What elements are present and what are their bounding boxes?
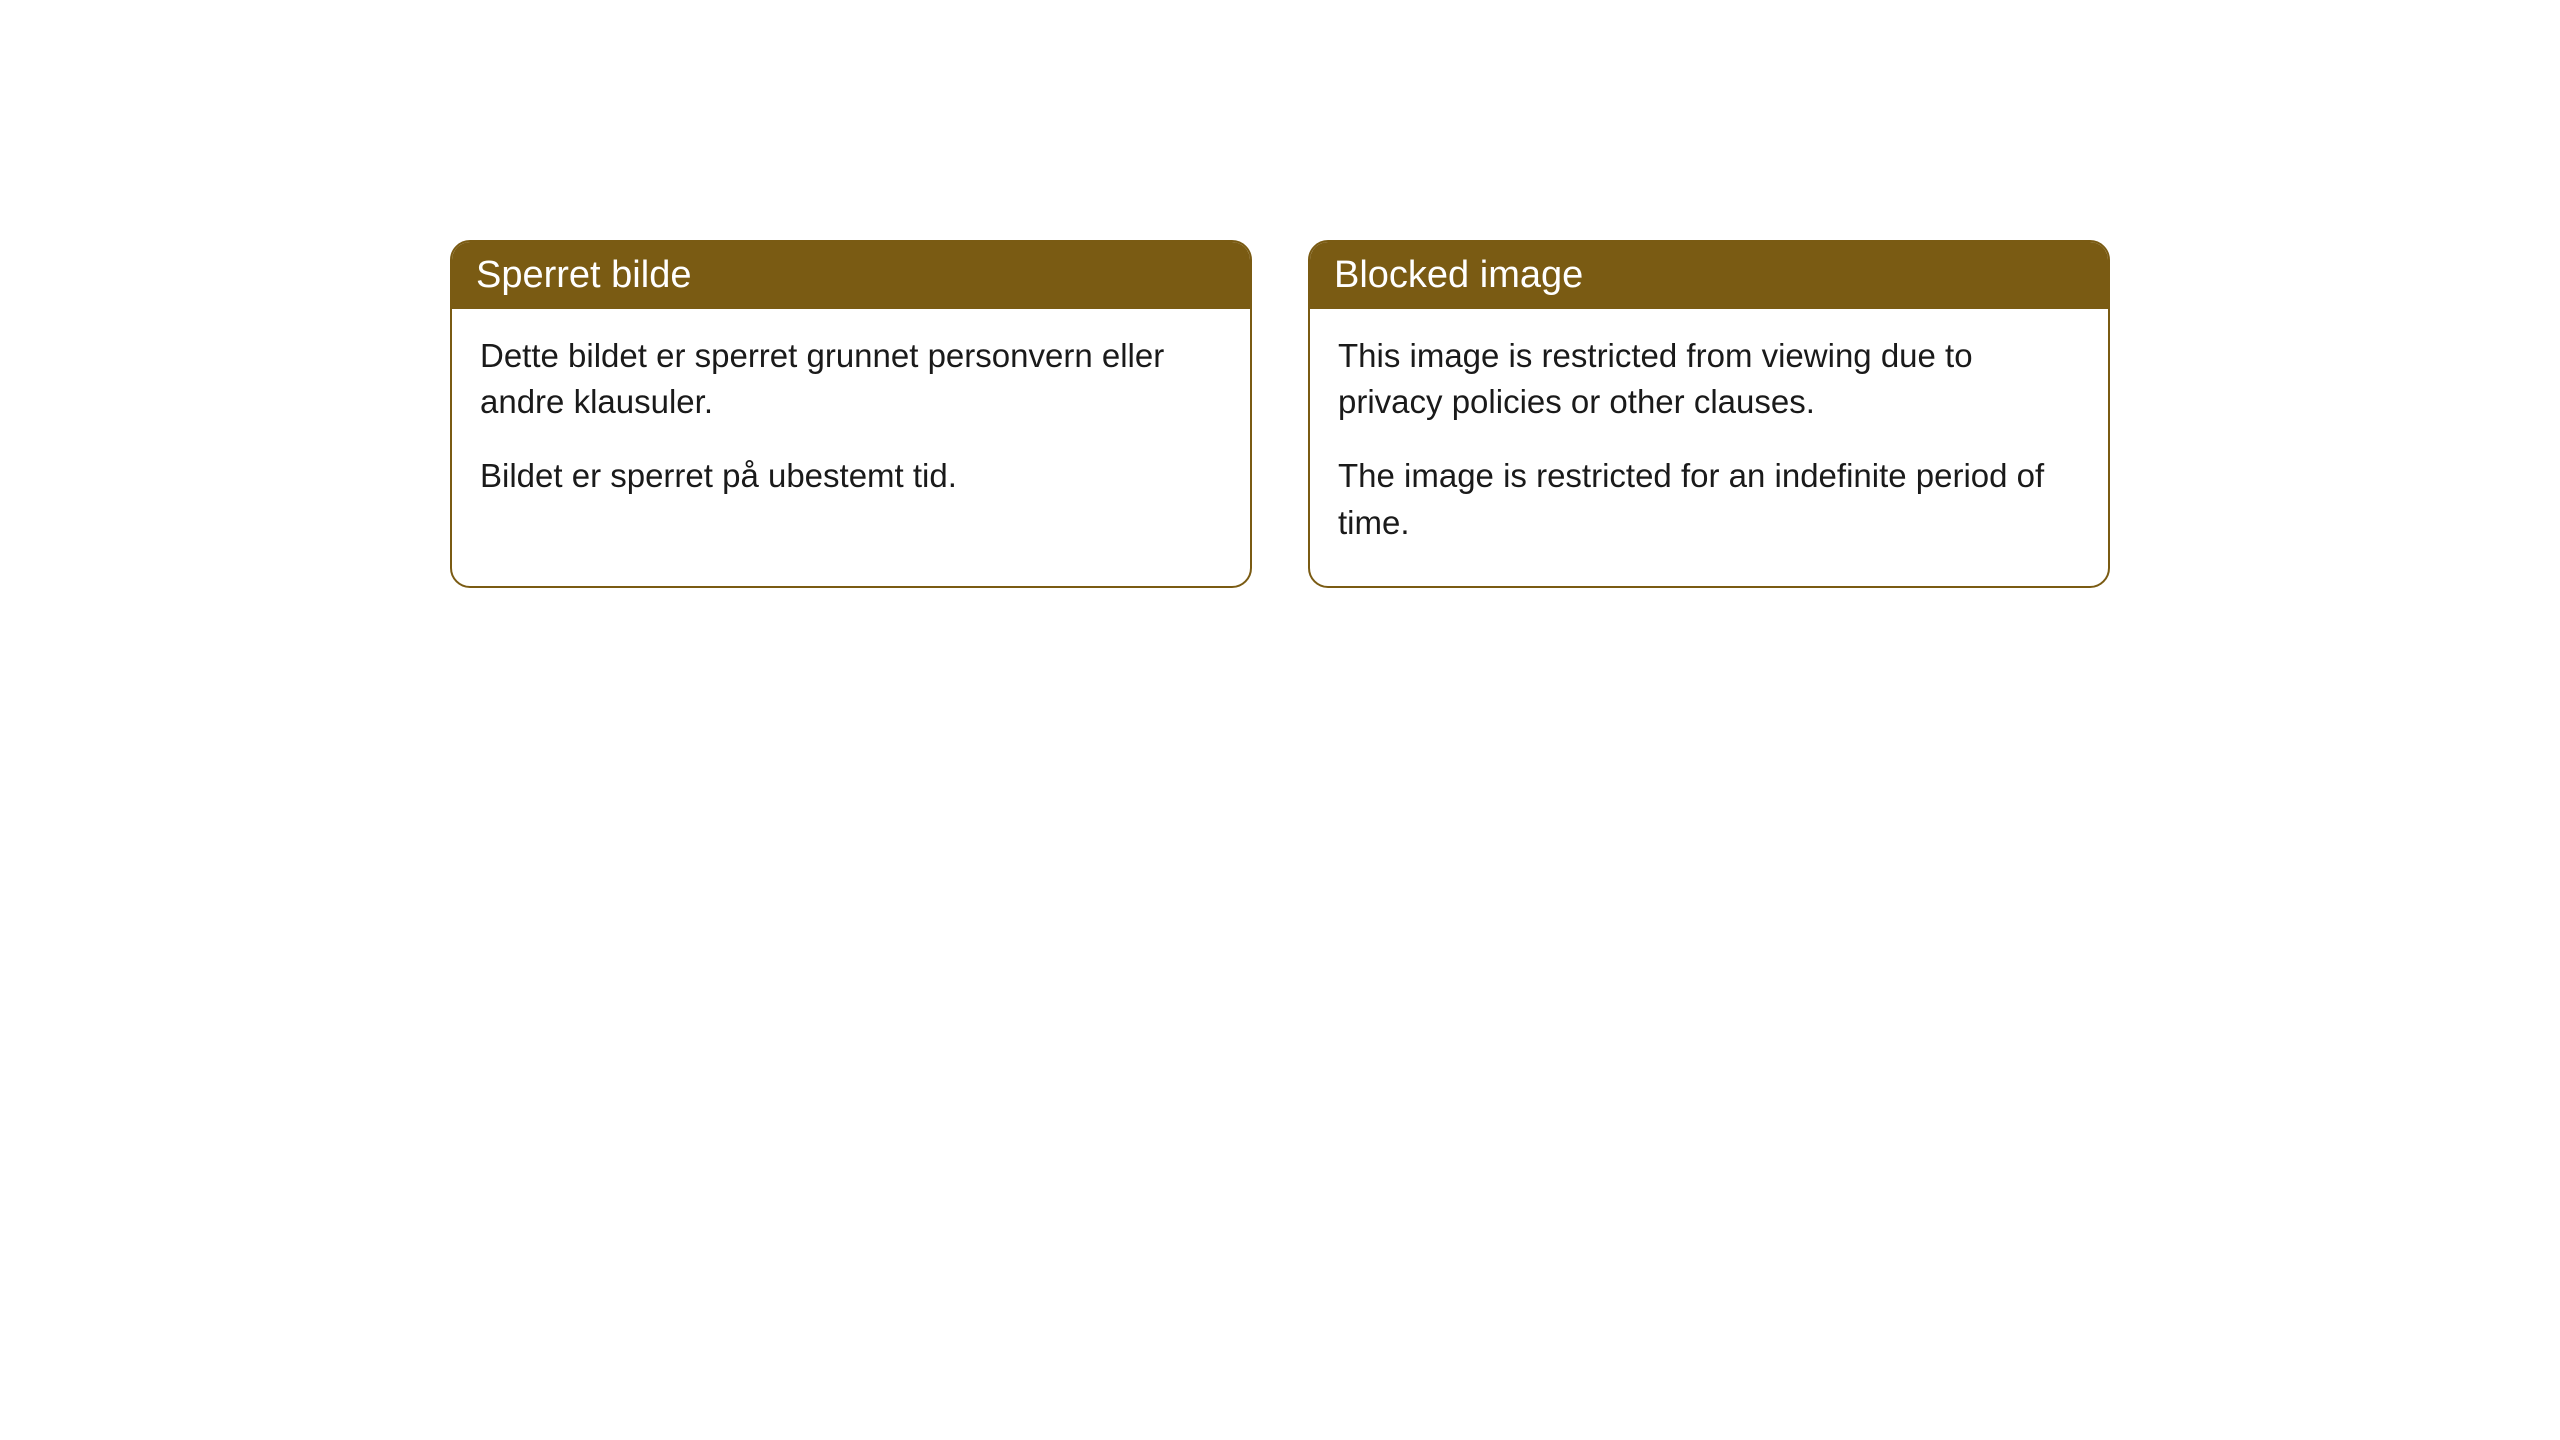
card-paragraph2-english: The image is restricted for an indefinit… <box>1338 453 2080 545</box>
card-body-english: This image is restricted from viewing du… <box>1310 309 2108 586</box>
card-title-norwegian: Sperret bilde <box>476 254 691 296</box>
card-title-english: Blocked image <box>1334 254 1583 296</box>
notice-card-english: Blocked image This image is restricted f… <box>1308 240 2110 588</box>
card-paragraph1-english: This image is restricted from viewing du… <box>1338 333 2080 425</box>
notice-card-norwegian: Sperret bilde Dette bildet er sperret gr… <box>450 240 1252 588</box>
card-body-norwegian: Dette bildet er sperret grunnet personve… <box>452 309 1250 540</box>
card-paragraph2-norwegian: Bildet er sperret på ubestemt tid. <box>480 453 1222 499</box>
card-header-norwegian: Sperret bilde <box>452 242 1250 309</box>
card-paragraph1-norwegian: Dette bildet er sperret grunnet personve… <box>480 333 1222 425</box>
notice-cards-container: Sperret bilde Dette bildet er sperret gr… <box>450 240 2110 588</box>
card-header-english: Blocked image <box>1310 242 2108 309</box>
